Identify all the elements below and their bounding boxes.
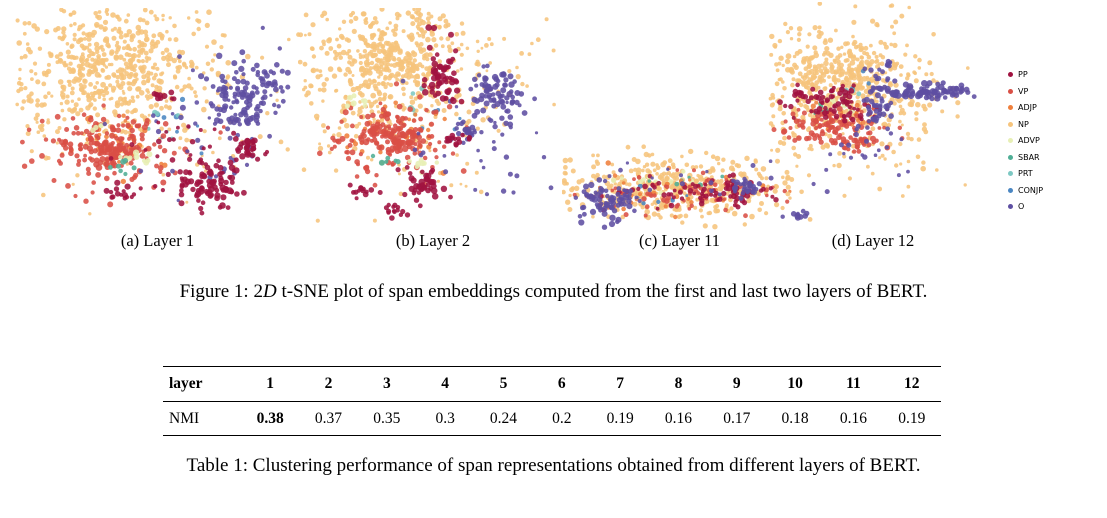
table-header-col-2: 2: [324, 375, 333, 392]
legend-item-np: NP: [1008, 120, 1043, 129]
table-value-layer-5: 0.24: [489, 409, 518, 427]
table-header-col-5: 5: [499, 375, 508, 392]
table-header-col-12: 12: [904, 375, 920, 392]
legend-label: NP: [1018, 119, 1029, 129]
vp-legend-dot-icon: [1008, 88, 1013, 94]
table-header-col-8: 8: [674, 375, 683, 392]
table-header-col-9: 9: [732, 375, 741, 392]
table-value-layer-3: 0.35: [373, 409, 401, 427]
advp-legend-dot-icon: [1008, 138, 1013, 143]
legend: PP VP ADJP NP ADVP SBAR PRT CONJP O: [1008, 70, 1043, 211]
results-table: layer 1 2 3 4 5 6 7 8 9 10 11 12 NMI 0.38 0.37 0.35 0.3 0…: [163, 366, 941, 436]
legend-item-pp: PP: [1008, 70, 1043, 79]
table-header-col-11: 11: [846, 375, 861, 392]
conjp-legend-dot-icon: [1008, 187, 1013, 193]
legend-label: ADVP: [1018, 136, 1040, 145]
legend-item-o: O: [1008, 202, 1043, 211]
legend-label: O: [1018, 202, 1025, 211]
scatter-layer-11: [562, 140, 795, 230]
figure-caption-prefix: Figure 1: 2: [179, 281, 263, 302]
table-row-label-nmi: NMI: [169, 409, 200, 427]
subplot-caption-layer-11: (c) Layer 11: [639, 231, 720, 250]
table-value-layer-7: 0.19: [606, 409, 634, 427]
table-header-row: layer 1 2 3 4 5 6 7 8 9 10 11 12: [163, 366, 941, 402]
sbar-legend-dot-icon: [1008, 154, 1013, 160]
legend-label: VP: [1018, 86, 1029, 96]
table-value-layer-11: 0.16: [839, 409, 867, 427]
figure-caption: Figure 1: 2D t-SNE plot of span embeddin…: [0, 281, 1107, 303]
legend-label: PP: [1018, 70, 1028, 79]
adjp-legend-dot-icon: [1008, 105, 1013, 110]
scatter-layer-12: [768, 2, 977, 222]
prt-legend-dot-icon: [1008, 171, 1013, 176]
table-header-col-1: 1: [266, 375, 275, 392]
figure-caption-rest: t-SNE plot of span embeddings computed f…: [276, 281, 928, 302]
table-header-col-6: 6: [557, 375, 566, 392]
o-legend-dot-icon: [1008, 204, 1013, 209]
legend-label: ADJP: [1018, 103, 1037, 112]
legend-label: SBAR: [1018, 152, 1040, 162]
table-header-col-4: 4: [441, 375, 450, 392]
legend-item-vp: VP: [1008, 87, 1043, 96]
table-body-row: NMI 0.38 0.37 0.35 0.3 0.24 0.2 0.19 0.16 0.17 0.1…: [163, 402, 941, 436]
subplot-caption-layer-2: (b) Layer 2: [395, 231, 471, 250]
table-value-layer-6: 0.2: [552, 409, 572, 427]
legend-item-advp: ADVP: [1008, 136, 1043, 145]
table-header-col-7: 7: [616, 375, 624, 392]
table-header-col-10: 10: [787, 375, 803, 392]
table-value-layer-9: 0.17: [723, 409, 751, 427]
table-header-layer: layer: [169, 375, 203, 392]
legend-label: CONJP: [1018, 185, 1044, 195]
pp-legend-dot-icon: [1008, 72, 1013, 77]
table-value-layer-8: 0.16: [664, 409, 693, 427]
table-caption: Table 1: Clustering performance of span …: [186, 455, 921, 476]
subplot-caption-layer-12: (d) Layer 12: [831, 231, 915, 250]
table-value-layer-4: 0.3: [435, 409, 455, 427]
subplot-caption-layer-1: (a) Layer 1: [120, 231, 195, 250]
legend-item-prt: PRT: [1008, 169, 1043, 178]
table-value-layer-12: 0.19: [898, 409, 926, 427]
legend-label: PRT: [1018, 169, 1033, 178]
np-legend-dot-icon: [1008, 121, 1013, 127]
scatter-layer-1: [15, 8, 300, 216]
legend-item-sbar: SBAR: [1008, 153, 1043, 162]
legend-item-conjp: CONJP: [1008, 186, 1043, 195]
table-value-layer-2: 0.37: [314, 409, 343, 427]
scatter-layer-2: [298, 8, 568, 223]
figure-caption-math-d: D: [262, 281, 277, 302]
table-value-layer-10: 0.18: [781, 409, 809, 427]
table-header-col-3: 3: [382, 375, 391, 392]
table-value-layer-1: 0.38: [256, 409, 284, 427]
legend-item-adjp: ADJP: [1008, 103, 1043, 112]
